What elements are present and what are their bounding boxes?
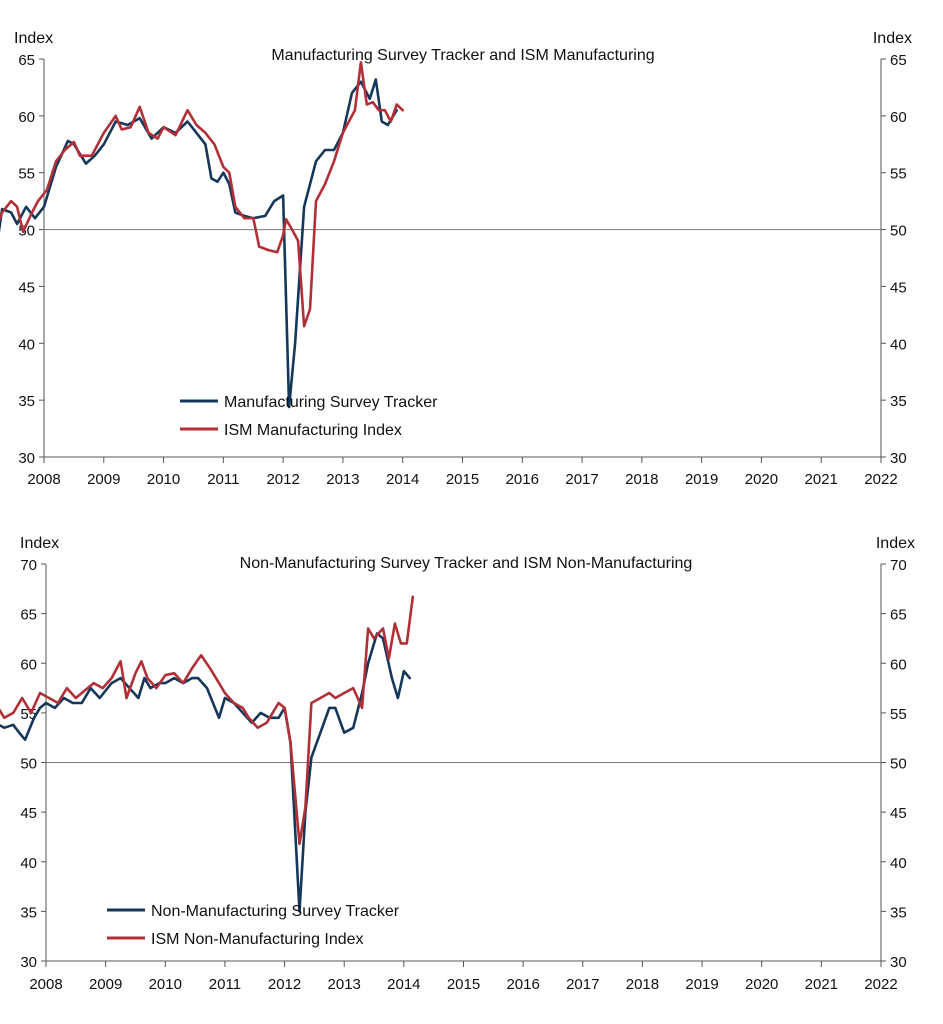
left-y-tick-label: 65: [20, 607, 37, 624]
left-y-tick-label: 40: [20, 855, 37, 872]
series-line-1: [0, 61, 404, 328]
legend-label-1: ISM Non-Manufacturing Index: [151, 931, 364, 948]
right-y-tick-label: 65: [890, 607, 907, 624]
right-y-tick-label: 55: [890, 706, 907, 723]
x-tick-label: 2020: [745, 976, 778, 993]
left-y-tick-label: 40: [18, 336, 35, 353]
right-y-tick-label: 60: [890, 109, 907, 126]
x-tick-label: 2009: [87, 471, 120, 488]
x-tick-label: 2020: [745, 471, 778, 488]
x-tick-label: 2022: [864, 976, 897, 993]
x-tick-label: 2013: [328, 976, 361, 993]
x-tick-label: 2016: [506, 976, 539, 993]
right-y-tick-label: 45: [890, 805, 907, 822]
legend-label-1: ISM Manufacturing Index: [224, 422, 402, 439]
right-axis-unit-label: Index: [873, 30, 912, 47]
left-y-tick-label: 50: [20, 756, 37, 773]
series-line-1: [0, 595, 415, 846]
x-tick-label: 2011: [209, 976, 241, 993]
left-y-tick-label: 45: [18, 279, 35, 296]
right-y-tick-label: 30: [890, 954, 907, 971]
right-axis-unit-label: Index: [876, 535, 915, 552]
left-y-tick-label: 60: [20, 656, 37, 673]
x-tick-label: 2014: [386, 471, 419, 488]
non-manufacturing-chart: Non-Manufacturing Survey Tracker and ISM…: [0, 535, 915, 993]
x-tick-label: 2018: [625, 471, 658, 488]
x-tick-label: 2013: [326, 471, 359, 488]
left-y-tick-label: 60: [18, 109, 35, 126]
x-tick-label: 2016: [506, 471, 539, 488]
right-y-tick-label: 65: [890, 52, 907, 69]
x-tick-label: 2014: [387, 976, 420, 993]
x-tick-label: 2018: [626, 976, 659, 993]
right-y-tick-label: 50: [890, 223, 907, 240]
right-y-tick-label: 35: [890, 904, 907, 921]
x-tick-label: 2010: [147, 471, 180, 488]
right-y-tick-label: 40: [890, 855, 907, 872]
left-axis-unit-label: Index: [14, 30, 53, 47]
right-y-tick-label: 35: [890, 393, 907, 410]
left-y-tick-label: 55: [18, 166, 35, 183]
left-y-tick-label: 70: [20, 557, 37, 574]
right-y-tick-label: 60: [890, 656, 907, 673]
left-y-tick-label: 45: [20, 805, 37, 822]
right-y-tick-label: 70: [890, 557, 907, 574]
manufacturing-chart: Manufacturing Survey Tracker and ISM Man…: [0, 30, 912, 488]
left-y-tick-label: 30: [18, 450, 35, 467]
x-tick-label: 2019: [685, 471, 718, 488]
left-y-tick-label: 35: [18, 393, 35, 410]
right-y-tick-label: 55: [890, 166, 907, 183]
chart-title: Manufacturing Survey Tracker and ISM Man…: [271, 47, 654, 64]
x-tick-label: 2009: [89, 976, 122, 993]
x-tick-label: 2008: [29, 976, 62, 993]
right-y-tick-label: 40: [890, 336, 907, 353]
x-tick-label: 2008: [27, 471, 60, 488]
left-axis-unit-label: Index: [20, 535, 59, 552]
x-tick-label: 2015: [446, 471, 479, 488]
x-tick-label: 2012: [266, 471, 299, 488]
x-tick-label: 2019: [685, 976, 718, 993]
x-tick-label: 2021: [805, 976, 838, 993]
right-y-tick-label: 50: [890, 756, 907, 773]
x-tick-label: 2010: [149, 976, 182, 993]
right-y-tick-label: 30: [890, 450, 907, 467]
x-tick-label: 2021: [805, 471, 838, 488]
x-tick-label: 2012: [268, 976, 301, 993]
left-y-tick-label: 65: [18, 52, 35, 69]
x-tick-label: 2011: [207, 471, 239, 488]
left-y-tick-label: 30: [20, 954, 37, 971]
legend-label-0: Non-Manufacturing Survey Tracker: [151, 903, 400, 920]
series-line-0: [0, 632, 412, 913]
left-y-tick-label: 35: [20, 904, 37, 921]
x-tick-label: 2015: [447, 976, 480, 993]
chart-title: Non-Manufacturing Survey Tracker and ISM…: [240, 555, 693, 572]
x-tick-label: 2022: [864, 471, 897, 488]
legend-label-0: Manufacturing Survey Tracker: [224, 394, 438, 411]
x-tick-label: 2017: [565, 471, 598, 488]
right-y-tick-label: 45: [890, 279, 907, 296]
x-tick-label: 2017: [566, 976, 599, 993]
